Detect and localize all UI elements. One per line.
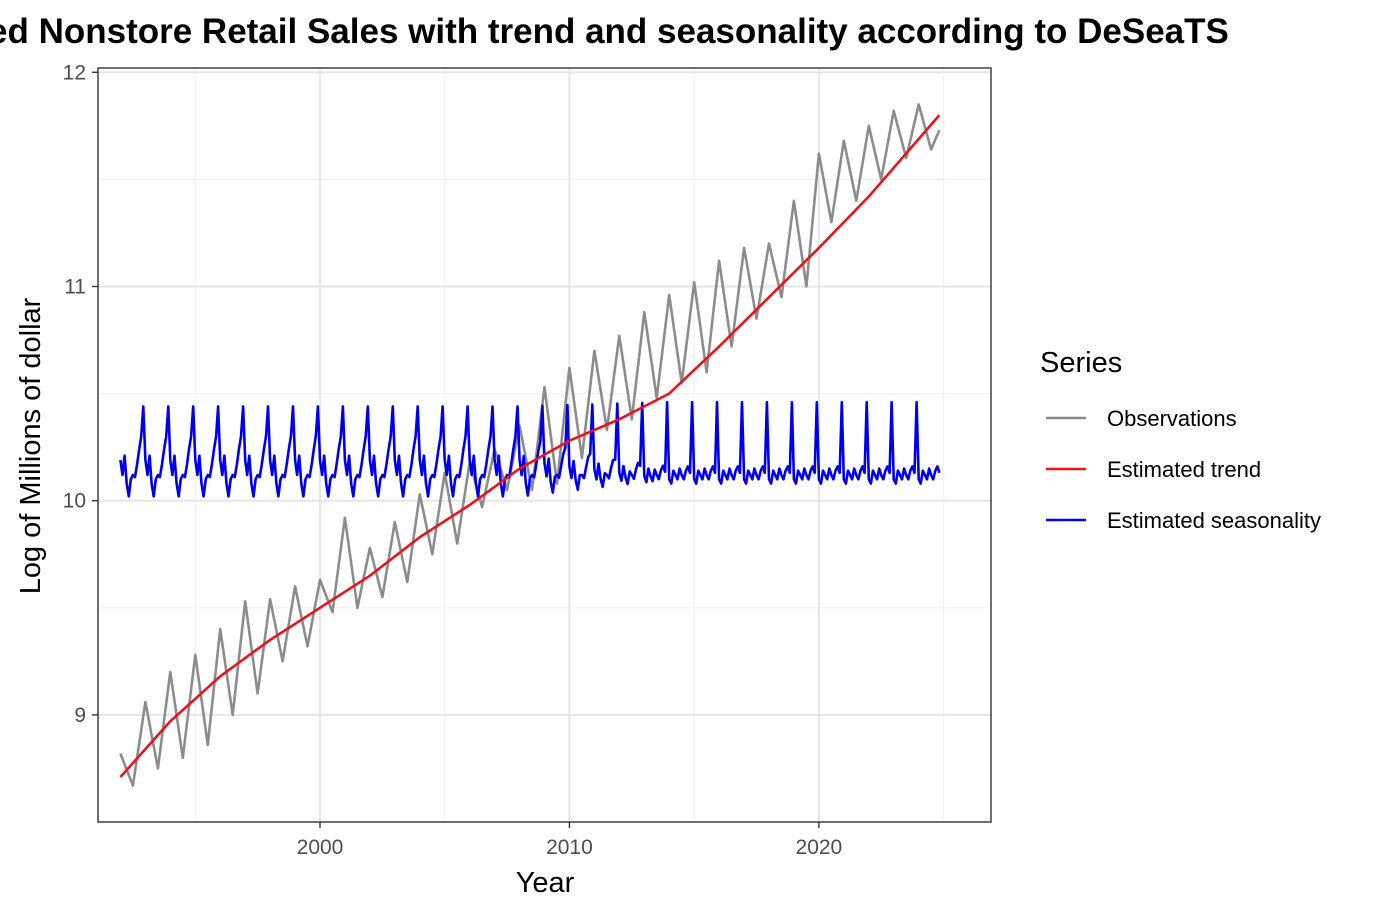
series-lines (119, 103, 941, 787)
y-axis-title: Log of Millions of dollar (15, 297, 47, 594)
legend-label-estimated-seasonality: Estimated seasonality (1107, 508, 1321, 533)
series-observations-line (119, 103, 941, 787)
legend-title: Series (1040, 347, 1122, 379)
y-tick-label: 12 (63, 61, 86, 84)
plot-border (97, 67, 992, 823)
x-tick-label: 2020 (796, 836, 843, 859)
legend-label-observations: Observations (1107, 406, 1237, 431)
plot-panel (97, 67, 992, 823)
y-tick-label: 9 (74, 704, 86, 727)
x-tick-label: 2010 (546, 836, 593, 859)
series-seasonality-line (119, 400, 941, 498)
legend-label-estimated-trend: Estimated trend (1107, 457, 1261, 482)
legend: Series Observations Estimated trend Estima… (1040, 347, 1321, 533)
x-axis: 2000 2010 2020 (297, 822, 843, 859)
x-tick-label: 2000 (297, 836, 344, 859)
y-tick-label: 10 (63, 490, 86, 513)
y-axis: 9 10 11 12 (63, 61, 98, 727)
series-trend-line (119, 114, 941, 778)
y-tick-label: 11 (64, 275, 86, 298)
x-axis-title: Year (516, 867, 575, 899)
chart-title: ed Nonstore Retail Sales with trend and … (0, 12, 1229, 51)
